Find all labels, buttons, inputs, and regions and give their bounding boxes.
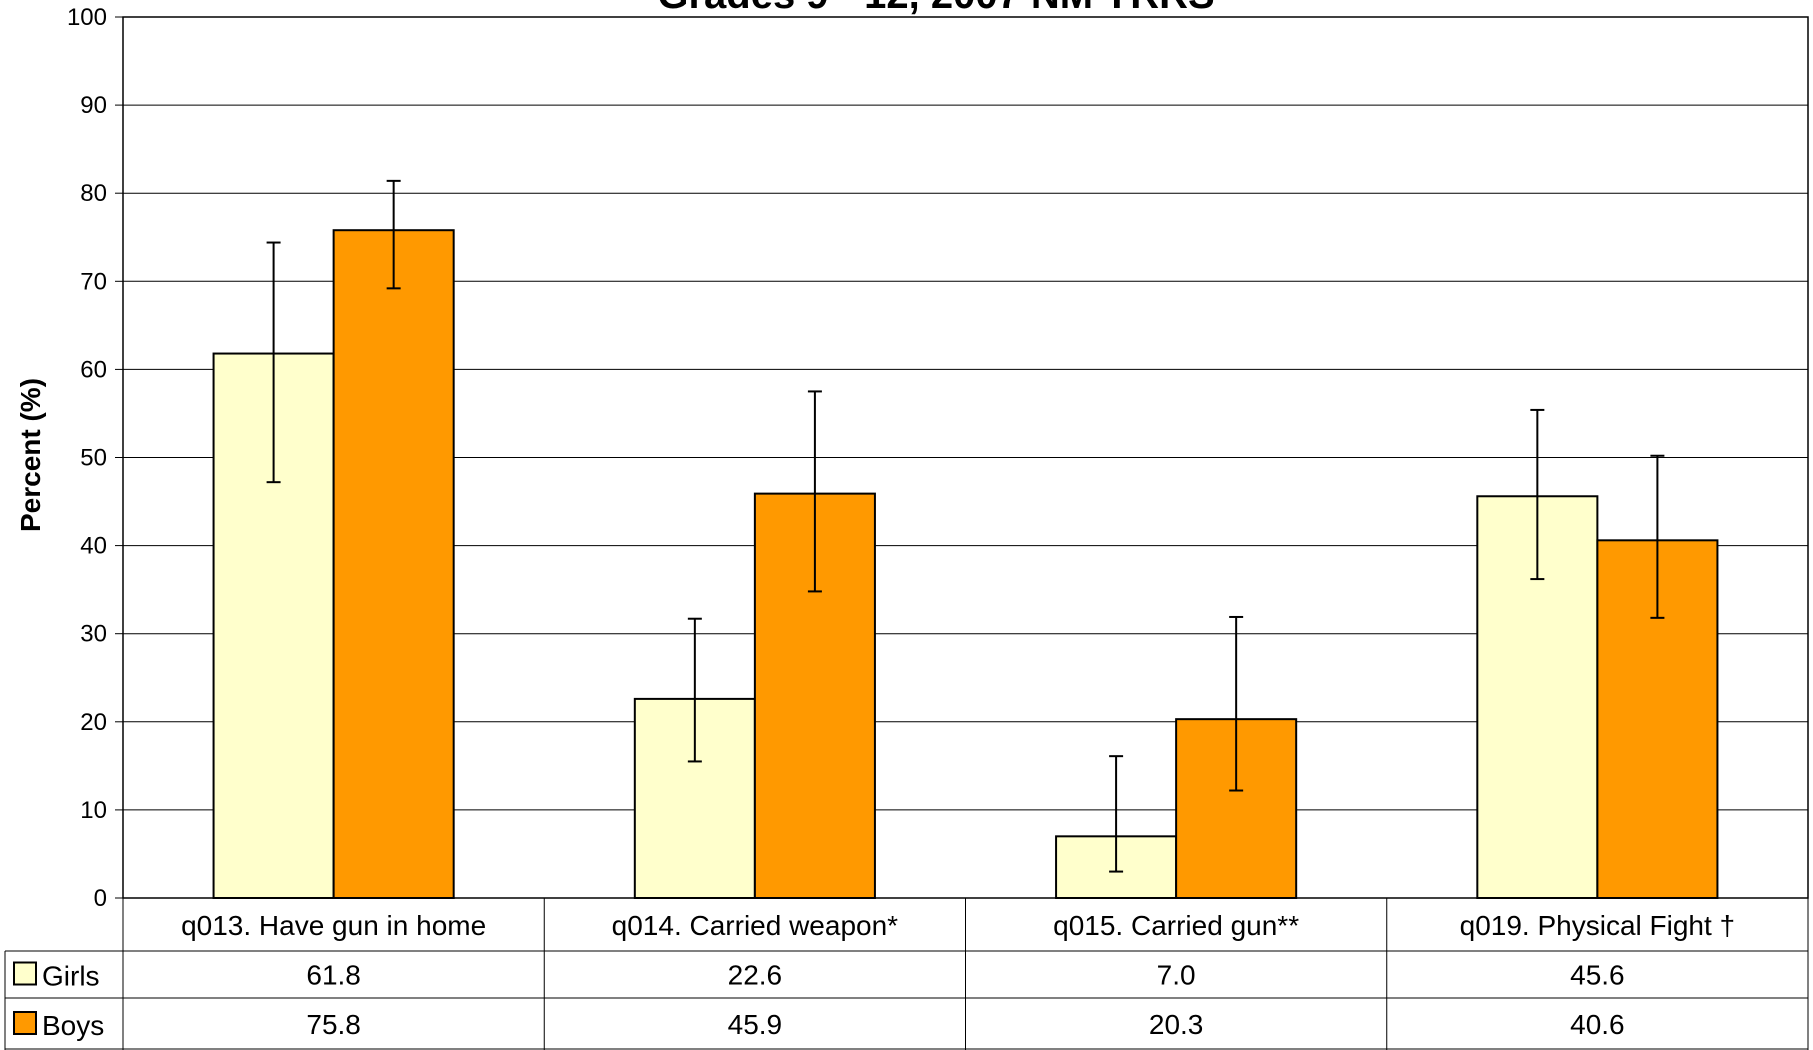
y-tick-label: 20 [80, 709, 107, 736]
y-axis-label: Percent (%) [15, 378, 46, 532]
y-tick-label: 50 [80, 445, 107, 472]
data-label: 22.6 [728, 960, 783, 991]
legend-swatch-boys [13, 1011, 37, 1035]
chart-title: Grades 9 - 12, 2007 NM YRRS [657, 0, 1214, 17]
category-label: q019. Physical Fight † [1460, 910, 1736, 941]
y-tick-label: 10 [80, 797, 107, 824]
legend-label-boys: Boys [42, 1010, 104, 1041]
bar-boys [332, 229, 455, 899]
data-label: 20.3 [1149, 1009, 1204, 1040]
bars [212, 229, 1719, 900]
y-tick-label: 40 [80, 533, 107, 560]
y-tick-label: 100 [67, 4, 107, 31]
data-label: 75.8 [306, 1009, 361, 1040]
data-table: q013. Have gun in home q014. Carried weap… [4, 898, 1809, 1050]
data-label: 45.9 [728, 1009, 783, 1040]
category-label: q015. Carried gun** [1053, 910, 1299, 941]
legend-label-girls: Girls [42, 961, 100, 992]
data-label: 7.0 [1157, 960, 1196, 991]
category-label: q013. Have gun in home [181, 910, 486, 941]
y-tick-label: 30 [80, 621, 107, 648]
y-tick-label: 60 [80, 356, 107, 383]
legend-swatch-girls [13, 961, 37, 986]
data-label: 45.6 [1570, 960, 1625, 991]
y-tick-label: 0 [94, 885, 107, 912]
y-axis-ticks: 0 10 20 30 40 50 60 70 80 90 100 [67, 4, 123, 912]
category-label: q014. Carried weapon* [612, 910, 899, 941]
error-bars [266, 179, 1665, 873]
data-label: 40.6 [1570, 1009, 1625, 1040]
y-tick-label: 80 [80, 180, 107, 207]
y-tick-label: 70 [80, 268, 107, 295]
data-label: 61.8 [306, 960, 361, 991]
y-tick-label: 90 [80, 92, 107, 119]
